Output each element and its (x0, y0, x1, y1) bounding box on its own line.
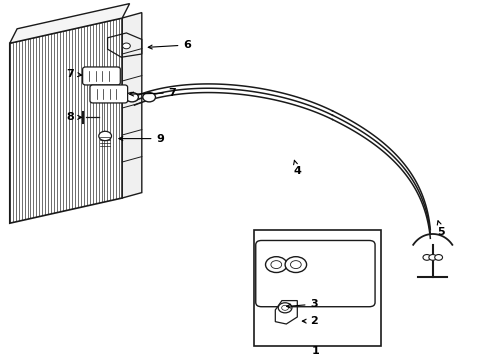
Circle shape (422, 255, 430, 260)
FancyBboxPatch shape (90, 85, 127, 103)
Circle shape (428, 255, 436, 260)
Circle shape (122, 43, 130, 49)
FancyBboxPatch shape (255, 240, 374, 307)
Circle shape (142, 93, 155, 102)
Text: 5: 5 (436, 221, 445, 237)
Bar (254, 230, 381, 346)
Circle shape (434, 255, 442, 260)
Text: 9: 9 (119, 134, 164, 144)
Text: 6: 6 (148, 40, 191, 50)
Circle shape (99, 131, 111, 141)
Polygon shape (10, 4, 129, 43)
FancyBboxPatch shape (82, 67, 120, 85)
Circle shape (285, 257, 306, 273)
Circle shape (125, 93, 138, 102)
Text: 7: 7 (129, 88, 176, 98)
Circle shape (281, 305, 288, 310)
Text: 4: 4 (293, 160, 301, 176)
Circle shape (290, 261, 301, 269)
Circle shape (265, 257, 286, 273)
Polygon shape (10, 18, 122, 223)
Circle shape (278, 303, 291, 313)
Text: 2: 2 (302, 316, 318, 326)
Polygon shape (122, 13, 142, 198)
Text: 8: 8 (66, 112, 81, 122)
Text: 7: 7 (66, 69, 81, 79)
Circle shape (270, 261, 281, 269)
Text: 1: 1 (311, 346, 319, 356)
Text: 3: 3 (286, 299, 318, 309)
